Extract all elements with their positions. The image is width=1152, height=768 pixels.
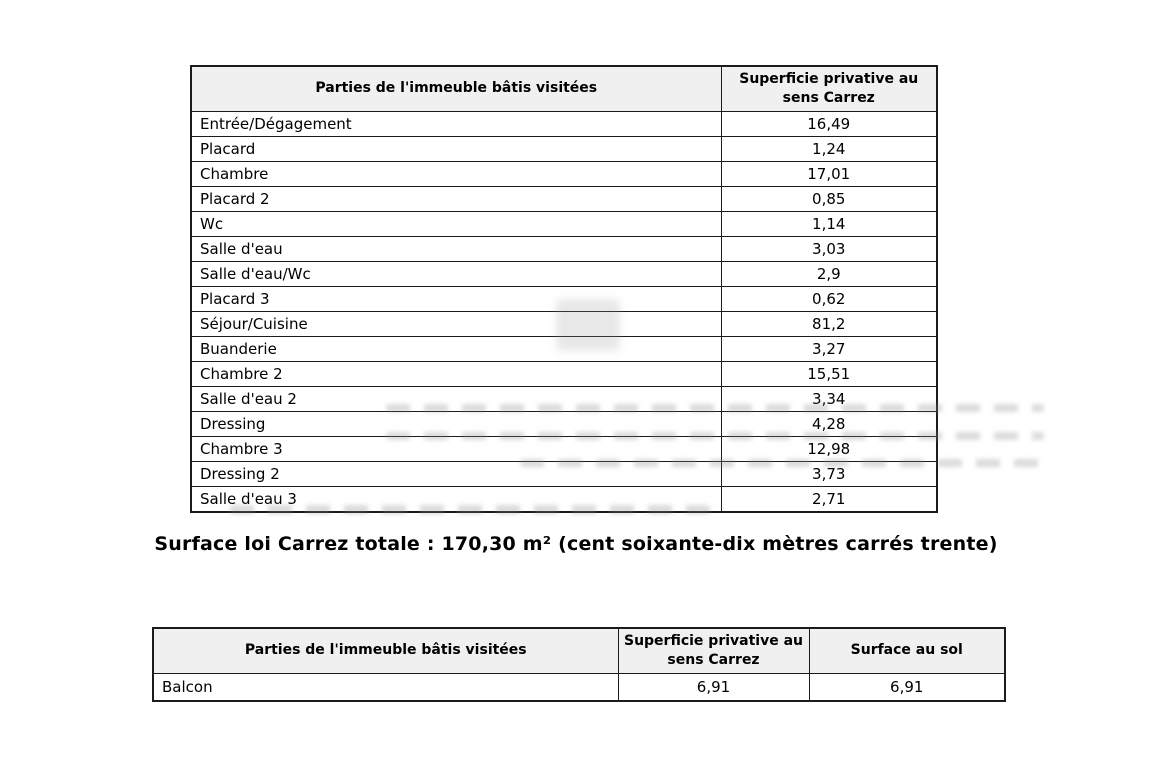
table-row: Dressing 4,28 <box>190 410 938 437</box>
room-name-cell: Placard 2 <box>190 185 722 212</box>
floor-area-cell: 6,91 <box>808 672 1006 702</box>
carrez-surfaces-table: Parties de l'immeuble bâtis visitées Sup… <box>190 65 938 513</box>
table-row: Séjour/Cuisine 81,2 <box>190 310 938 337</box>
carrez-area-cell: 2,9 <box>720 260 938 287</box>
table-row: Placard 2 0,85 <box>190 185 938 212</box>
column-header-floor-area: Surface au sol <box>808 627 1006 674</box>
table-row: Chambre 3 12,98 <box>190 435 938 462</box>
table-row: Entrée/Dégagement 16,49 <box>190 110 938 137</box>
room-name-cell: Séjour/Cuisine <box>190 310 722 337</box>
room-name-cell: Dressing <box>190 410 722 437</box>
table-row: Placard 3 0,62 <box>190 285 938 312</box>
room-name-cell: Salle d'eau/Wc <box>190 260 722 287</box>
room-name-cell: Balcon <box>152 672 619 702</box>
carrez-area-cell: 4,28 <box>720 410 938 437</box>
room-name-cell: Buanderie <box>190 335 722 362</box>
table-row: Wc 1,14 <box>190 210 938 237</box>
table-row: Buanderie 3,27 <box>190 335 938 362</box>
table-row: Salle d'eau 2 3,34 <box>190 385 938 412</box>
carrez-area-cell: 0,85 <box>720 185 938 212</box>
carrez-area-cell: 16,49 <box>720 110 938 137</box>
carrez-area-cell: 3,34 <box>720 385 938 412</box>
carrez-area-cell: 0,62 <box>720 285 938 312</box>
carrez-area-cell: 6,91 <box>617 672 810 702</box>
carrez-area-cell: 3,73 <box>720 460 938 487</box>
room-name-cell: Salle d'eau 3 <box>190 485 722 513</box>
table-header-row: Parties de l'immeuble bâtis visitées Sup… <box>152 627 1006 674</box>
room-name-cell: Chambre 3 <box>190 435 722 462</box>
column-header-building-parts: Parties de l'immeuble bâtis visitées <box>152 627 619 674</box>
room-name-cell: Chambre 2 <box>190 360 722 387</box>
column-header-carrez-area: Superficie privative au sens Carrez <box>617 627 810 674</box>
room-name-cell: Salle d'eau 2 <box>190 385 722 412</box>
carrez-area-cell: 81,2 <box>720 310 938 337</box>
table-row: Balcon 6,91 6,91 <box>152 672 1006 702</box>
table-row: Chambre 17,01 <box>190 160 938 187</box>
carrez-area-cell: 15,51 <box>720 360 938 387</box>
room-name-cell: Entrée/Dégagement <box>190 110 722 137</box>
carrez-area-cell: 2,71 <box>720 485 938 513</box>
room-name-cell: Chambre <box>190 160 722 187</box>
room-name-cell: Placard 3 <box>190 285 722 312</box>
table-header-row: Parties de l'immeuble bâtis visitées Sup… <box>190 65 938 112</box>
table-row: Salle d'eau 3 2,71 <box>190 485 938 513</box>
column-header-building-parts: Parties de l'immeuble bâtis visitées <box>190 65 722 112</box>
table-row: Dressing 2 3,73 <box>190 460 938 487</box>
carrez-table-body: Entrée/Dégagement 16,49 Placard 1,24 Chambre… <box>190 110 938 513</box>
carrez-area-cell: 12,98 <box>720 435 938 462</box>
table-row: Salle d'eau 3,03 <box>190 235 938 262</box>
room-name-cell: Dressing 2 <box>190 460 722 487</box>
table-row: Placard 1,24 <box>190 135 938 162</box>
carrez-area-cell: 17,01 <box>720 160 938 187</box>
table-row: Chambre 2 15,51 <box>190 360 938 387</box>
carrez-area-cell: 1,14 <box>720 210 938 237</box>
balcony-table-body: Balcon 6,91 6,91 <box>152 672 1006 702</box>
carrez-area-cell: 1,24 <box>720 135 938 162</box>
total-carrez-surface-line: Surface loi Carrez totale : 170,30 m² (c… <box>154 533 998 555</box>
room-name-cell: Wc <box>190 210 722 237</box>
carrez-area-cell: 3,27 <box>720 335 938 362</box>
room-name-cell: Placard <box>190 135 722 162</box>
table-row: Salle d'eau/Wc 2,9 <box>190 260 938 287</box>
carrez-area-cell: 3,03 <box>720 235 938 262</box>
room-name-cell: Salle d'eau <box>190 235 722 262</box>
column-header-carrez-area: Superficie privative au sens Carrez <box>720 65 938 112</box>
balcony-surfaces-table: Parties de l'immeuble bâtis visitées Sup… <box>152 627 1006 702</box>
